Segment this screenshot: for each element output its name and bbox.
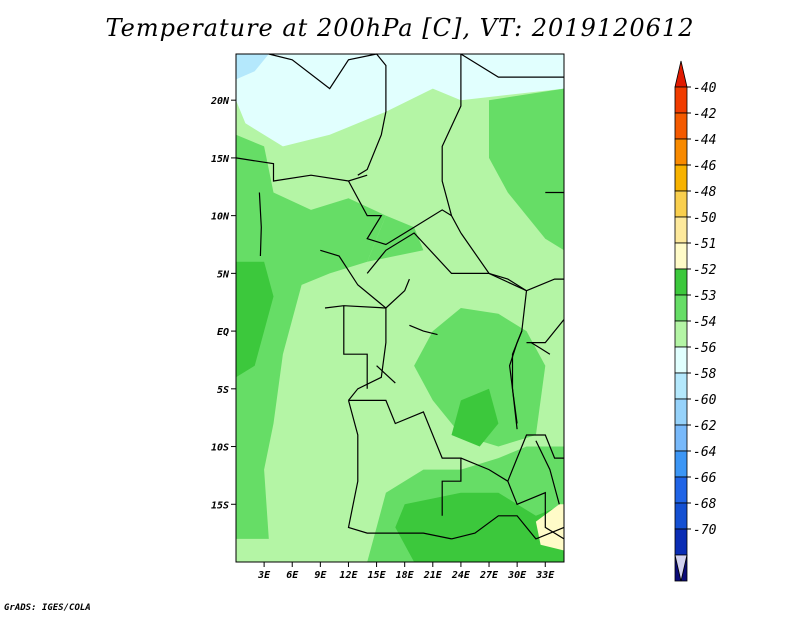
border-line: [343, 305, 368, 389]
colorbar: -40 -42 -44 -46 -48 -50 -51 -52 -53 -54 -56 -58 -60 -…: [674, 60, 717, 582]
lon-tick-label: 33E: [535, 570, 555, 581]
lat-tick-label: 10S: [211, 443, 229, 454]
colorbar-swatch: [674, 476, 688, 504]
lon-tick-label: 27E: [479, 570, 499, 581]
colorbar-label: -62: [693, 419, 717, 434]
colorbar-label: -70: [693, 523, 717, 538]
colorbar-swatch: [674, 372, 688, 400]
lon-tick-label: 3E: [257, 570, 271, 581]
border-line: [530, 342, 551, 355]
lat-tick-label: EQ: [217, 327, 229, 338]
colorbar-label: -64: [693, 445, 716, 460]
border-line: [258, 192, 262, 257]
colorbar-swatch: [674, 138, 688, 166]
colorbar-label: -52: [693, 263, 717, 278]
lon-tick-label: 15E: [368, 570, 387, 581]
lon-tick-label: 21E: [423, 570, 443, 581]
country-borders: [235, 53, 565, 540]
colorbar-label: -56: [693, 341, 717, 356]
border-line: [507, 434, 564, 482]
border-line: [535, 440, 560, 505]
grads-credit: GrADS: IGES/COLA: [4, 603, 91, 613]
zone-warm-53-east: [489, 88, 564, 251]
colorbar-swatch: [674, 528, 688, 556]
colorbar-swatch: [674, 190, 688, 218]
colorbar-label: -51: [693, 237, 716, 252]
border-line: [460, 232, 564, 292]
colorbar-label: -46: [693, 159, 717, 174]
border-line: [268, 53, 377, 90]
colorbar-label: -66: [693, 471, 717, 486]
zone-warm-52-west: [236, 261, 274, 378]
map-panel: [235, 53, 565, 563]
lat-tick-label: 10N: [211, 212, 230, 223]
lon-tick-label: 24E: [451, 570, 471, 581]
lon-tick-label: 18E: [396, 570, 415, 581]
colorbar-swatch: [674, 502, 688, 530]
border-line: [235, 157, 368, 182]
zone-cold-56: [236, 54, 269, 80]
longitude-axis: 3E 6E 9E 12E 15E 18E 21E 24E 27E 30E 33E: [257, 562, 555, 581]
colorbar-swatch: [674, 346, 688, 374]
colorbar-label: -60: [693, 393, 717, 408]
colorbar-label: -53: [693, 289, 716, 304]
colorbar-label: -50: [693, 211, 717, 226]
border-line: [451, 515, 565, 540]
colorbar-swatch: [674, 112, 688, 140]
colorbar-swatch: [674, 294, 688, 322]
colorbar-label: -48: [693, 185, 717, 200]
colorbar-swatch: [674, 320, 688, 348]
border-line: [347, 400, 452, 540]
colorbar-swatch: [674, 424, 688, 452]
colorbar-swatch: [674, 164, 688, 192]
border-line: [460, 53, 564, 78]
colorbar-label: -58: [693, 367, 717, 382]
zone-warm-53-congo: [414, 308, 546, 447]
zone-warm-52-congo: [451, 388, 499, 447]
lon-tick-label: 6E: [286, 570, 299, 581]
lon-tick-label: 12E: [339, 570, 358, 581]
zone-cold-54-northeast: [535, 54, 564, 78]
zone-warm-52-south: [395, 492, 564, 562]
latitude-axis: 20N 15N 10N 5N EQ 5S 10S 15S: [210, 96, 236, 511]
colorbar-label: -54: [693, 315, 716, 330]
colorbar-swatch: [674, 242, 688, 270]
border-line: [526, 319, 565, 344]
lat-tick-label: 5N: [217, 269, 230, 280]
border-line: [460, 457, 565, 540]
colorbar-label: -42: [693, 107, 717, 122]
border-line: [348, 399, 462, 516]
colorbar-top-arrow: [674, 60, 688, 88]
border-line: [508, 330, 523, 430]
lon-tick-label: 30E: [507, 570, 527, 581]
colorbar-swatch: [674, 216, 688, 244]
colorbar-swatch: [674, 398, 688, 426]
colorbar-bottom-arrow: [674, 554, 688, 582]
border-line: [376, 365, 396, 384]
border-line: [385, 278, 410, 309]
border-line: [320, 249, 387, 401]
map-title: Temperature at 200hPa [C], VT: 201912061…: [105, 14, 695, 42]
border-line: [366, 232, 528, 424]
lat-tick-label: 15S: [211, 500, 229, 511]
colorbar-swatch: [674, 86, 688, 114]
border-line: [441, 54, 462, 234]
colorbar-label: -44: [693, 133, 716, 148]
lat-tick-label: 15N: [211, 154, 230, 165]
zone-warm-53-west: [236, 134, 386, 539]
colorbar-label: -68: [693, 497, 717, 512]
map-frame: [235, 53, 565, 563]
lat-tick-label: 20N: [210, 96, 230, 107]
zone-cold-54: [236, 54, 564, 147]
border-line: [409, 324, 438, 336]
lat-tick-label: 5S: [217, 385, 229, 396]
colorbar-swatch: [674, 450, 688, 478]
border-line: [347, 180, 452, 246]
border-line: [357, 53, 387, 176]
colorbar-label: -40: [693, 81, 717, 96]
zone-warm-51-southeast: [535, 504, 564, 551]
lon-tick-label: 9E: [314, 570, 327, 581]
colorbar-swatch: [674, 268, 688, 296]
